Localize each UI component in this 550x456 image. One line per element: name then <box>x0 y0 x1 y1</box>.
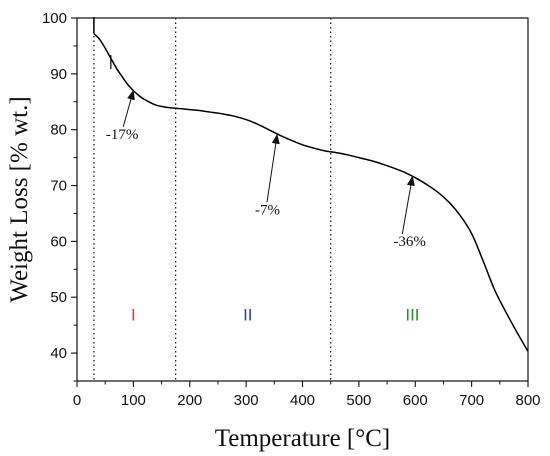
x-tick-label: 600 <box>403 392 428 409</box>
y-axis-ticks: 40 50 60 70 80 90 100 <box>42 10 77 382</box>
annotation-label: -36% <box>393 234 426 250</box>
y-tick-label: 70 <box>50 178 67 195</box>
annotation-label: -7% <box>255 203 280 219</box>
x-tick-label: 100 <box>121 392 146 409</box>
y-tick-label: 50 <box>50 289 67 306</box>
weight-loss-curve <box>93 33 529 352</box>
annotation-label: -17% <box>106 127 139 143</box>
x-axis-ticks: 0 100 200 300 400 500 600 700 800 <box>73 381 541 409</box>
x-tick-label: 500 <box>346 392 371 409</box>
region-label: III <box>405 306 419 325</box>
annotation-arrow <box>122 89 135 128</box>
plot-frame <box>76 17 529 382</box>
x-tick-label: 200 <box>177 392 202 409</box>
x-tick-label: 400 <box>290 392 315 409</box>
annotation-arrow <box>401 175 415 235</box>
y-tick-label: 40 <box>50 345 67 362</box>
x-tick-label: 300 <box>234 392 259 409</box>
x-tick-label: 800 <box>515 392 540 409</box>
region-labels-group: I II III <box>131 306 420 325</box>
y-tick-label: 100 <box>42 10 67 27</box>
y-tick-label: 60 <box>50 233 67 250</box>
x-axis-title: Temperature [°C] <box>215 425 391 452</box>
region-label: II <box>243 306 252 325</box>
series-group <box>93 17 529 352</box>
x-tick-label: 700 <box>459 392 484 409</box>
x-tick-label: 0 <box>73 392 81 409</box>
annotations-group: -17% -7% -36% <box>106 89 426 250</box>
region-label: I <box>131 306 136 325</box>
y-tick-label: 90 <box>50 66 67 83</box>
y-axis-title: Weight Loss [% wt.] <box>6 96 33 302</box>
region-dividers <box>93 18 332 381</box>
annotation-arrow <box>266 133 280 203</box>
y-tick-label: 80 <box>50 122 67 139</box>
